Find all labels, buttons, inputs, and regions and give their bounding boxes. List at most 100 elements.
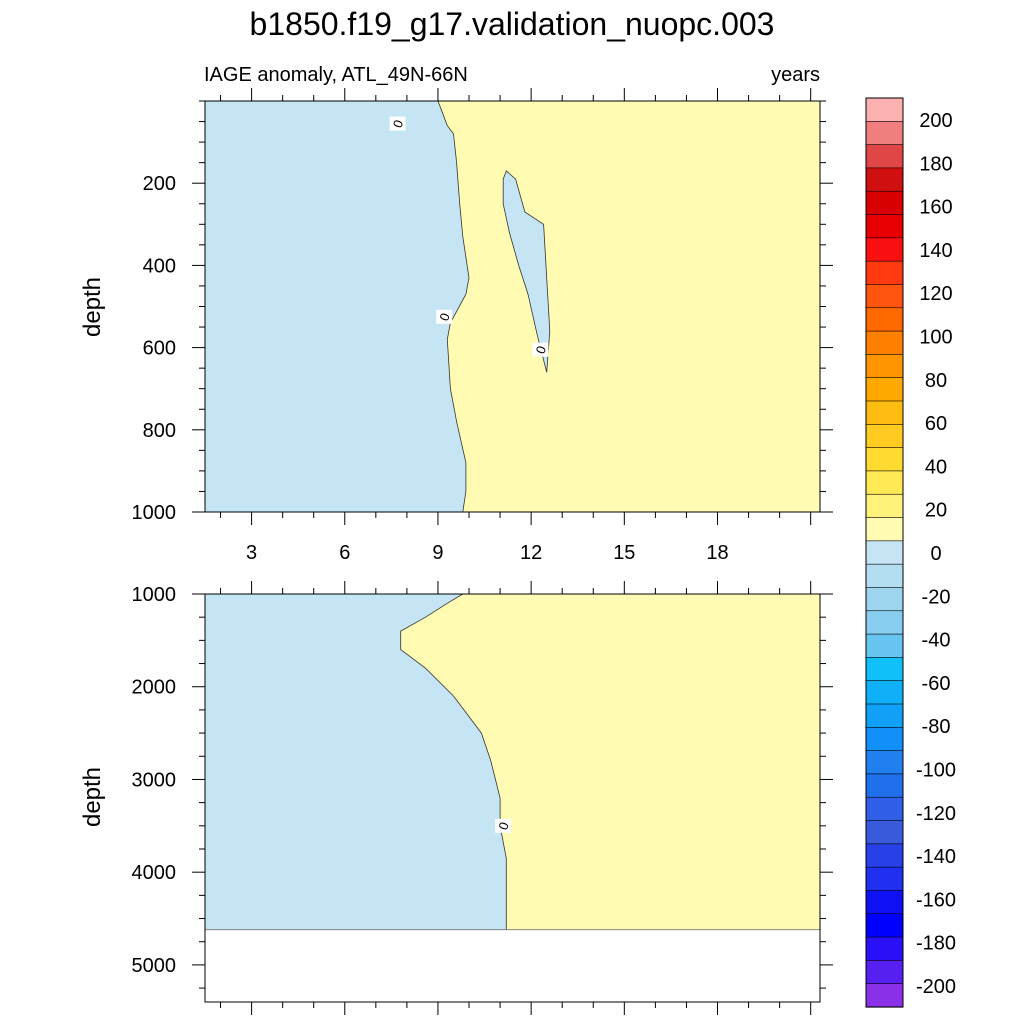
- y-tick-label-1-1000: 1000: [132, 584, 177, 606]
- y-tick-label-1-3000: 3000: [132, 769, 177, 791]
- contour-label-bg-0-2: [532, 342, 549, 357]
- x-tick-label-3: 3: [246, 542, 257, 564]
- colorbar-swatch: [865, 727, 904, 752]
- colorbar-label: 200: [919, 110, 952, 132]
- colorbar-swatch: [865, 214, 904, 239]
- colorbar-swatch: [865, 167, 904, 192]
- colorbar-label: -20: [922, 586, 951, 608]
- contour-label-1-0: 0: [495, 820, 512, 832]
- colorbar-label: -60: [922, 673, 951, 695]
- colorbar-swatch: [865, 144, 904, 169]
- colorbar-label: -180: [916, 933, 956, 955]
- y-tick-label-1-5000: 5000: [132, 955, 177, 977]
- y-tick-label-0-1000: 1000: [132, 502, 177, 524]
- colorbar-label: 100: [919, 327, 952, 349]
- colorbar-label: -160: [916, 889, 956, 911]
- colorbar-label: -100: [916, 760, 956, 782]
- colorbar-label: 40: [925, 456, 947, 478]
- contour-label-bg-1-0: [495, 818, 512, 833]
- colorbar-label: 140: [919, 240, 952, 262]
- colorbar-swatch: [865, 680, 904, 705]
- colorbar-swatch: [865, 983, 904, 1008]
- contour-label-0-0: 0: [390, 118, 407, 130]
- colorbar-swatch: [865, 773, 904, 798]
- x-tick-label-15: 15: [613, 542, 635, 564]
- colorbar-label: 0: [930, 543, 941, 565]
- contour-label-0-2: 0: [533, 344, 550, 356]
- colorbar-swatch: [865, 237, 904, 262]
- colorbar-swatch: [865, 447, 904, 472]
- colorbar-swatch: [865, 610, 904, 635]
- colorbar-swatch: [865, 796, 904, 822]
- contour-label-bg-0-1: [436, 309, 453, 324]
- colorbar-swatch: [865, 284, 904, 309]
- colorbar-swatch: [865, 703, 904, 728]
- lower-depth-panel: 0 1000 2000 3000 4000 5000: [132, 581, 833, 1015]
- colorbar-swatch: [865, 587, 904, 612]
- x-tick-label-9: 9: [432, 542, 443, 564]
- colorbar-label: 160: [919, 197, 952, 219]
- colorbar-swatch: [865, 121, 904, 146]
- negative-region-0: [205, 101, 469, 512]
- y-tick-label-0-600: 600: [143, 338, 176, 360]
- colorbar-swatch: [865, 890, 904, 915]
- colorbar-swatch: [865, 820, 904, 845]
- colorbar-swatch: [865, 843, 904, 868]
- colorbar-swatch: [865, 913, 904, 938]
- y-tick-label-0-400: 400: [143, 255, 176, 277]
- colorbar-swatch: [865, 470, 904, 495]
- colorbar-swatch: [865, 750, 904, 775]
- x-tick-label-18: 18: [706, 542, 728, 564]
- chart-units-label: years: [771, 64, 820, 86]
- y-tick-label-0-800: 800: [143, 420, 176, 442]
- colorbar-label: -200: [916, 976, 956, 998]
- colorbar-swatch: [865, 540, 904, 565]
- colorbar-swatch: [865, 97, 904, 122]
- y-tick-label-0-200: 200: [143, 173, 176, 195]
- zero-contour-0: [437, 100, 470, 513]
- no-data-region-1: [205, 929, 820, 1002]
- chart-left-subtitle: IAGE anomaly, ATL_49N-66N: [204, 64, 468, 86]
- negative-region-1: [205, 594, 507, 930]
- colorbar-swatch: [865, 377, 904, 402]
- colorbar-swatch: [865, 657, 904, 682]
- colorbar-swatch: [865, 936, 904, 961]
- colorbar-label: 120: [919, 283, 952, 305]
- colorbar-swatch: [865, 960, 904, 985]
- colorbar-swatch: [865, 866, 904, 892]
- colorbar-label: -80: [922, 716, 951, 738]
- colorbar-swatch: [865, 354, 904, 379]
- panel-frame-1: [204, 593, 821, 1003]
- upper-depth-panel: 0 0 0 3 6 9 12 15 18 200 400 600 800 1000: [132, 88, 833, 564]
- colorbar-swatch: [865, 260, 904, 286]
- colorbar-swatch: [865, 190, 904, 216]
- colorbar-swatch: [865, 493, 904, 519]
- colorbar-label: 60: [925, 413, 947, 435]
- colorbar-swatch: [865, 563, 904, 589]
- x-tick-label-6: 6: [339, 542, 350, 564]
- colorbar-swatch: [865, 400, 904, 425]
- y-tick-label-1-2000: 2000: [132, 677, 177, 699]
- colorbar: 200180160140120100806040200-20-40-60-80-…: [865, 97, 956, 1008]
- colorbar-label: -120: [916, 803, 956, 825]
- chart-title: b1850.f19_g17.validation_nuopc.003: [250, 6, 775, 42]
- colorbar-swatch: [865, 424, 904, 449]
- contour-label-0-1: 0: [436, 311, 453, 323]
- colorbar-label: -140: [916, 846, 956, 868]
- colorbar-label: 20: [925, 500, 947, 522]
- colorbar-label: -40: [922, 630, 951, 652]
- colorbar-swatch: [865, 633, 904, 658]
- colorbar-swatch: [865, 517, 904, 542]
- y-tick-label-1-4000: 4000: [132, 862, 177, 884]
- colorbar-frame: [865, 97, 904, 1008]
- upper-y-axis-label: depth: [79, 277, 106, 337]
- x-tick-label-12: 12: [520, 542, 542, 564]
- colorbar-label: 180: [919, 153, 952, 175]
- colorbar-swatch: [865, 307, 904, 332]
- contour-label-bg-0-0: [389, 116, 406, 131]
- negative-pocket-0: [502, 170, 551, 373]
- colorbar-swatch: [865, 330, 904, 355]
- colorbar-label: 80: [925, 370, 947, 392]
- lower-y-axis-label: depth: [79, 767, 106, 827]
